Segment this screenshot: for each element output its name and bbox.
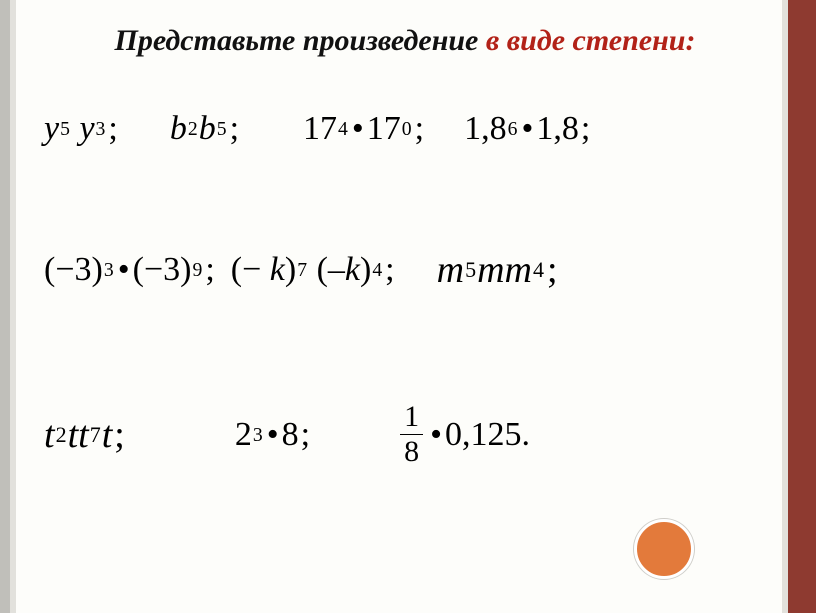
expr-17-4-17-0: 174•170; (303, 110, 424, 148)
expr-2-3-8: 23•8; (235, 416, 310, 454)
title-plain: Представьте произведение (115, 24, 486, 57)
title-colon: : (685, 24, 695, 57)
expression-row-1: y5 y3; b2b5; 174•170; 1,86•1,8; (40, 110, 770, 148)
expr-y5y3: y5 y3; (44, 110, 118, 148)
expr-m5mm4: m5mm4; (437, 248, 558, 292)
expr-1-8-0-125: 1 8 •0,125. (400, 400, 530, 469)
expr-negk-7-negk-4: (− k)7 (–k)4; (231, 251, 395, 289)
title-accent: в виде степени (486, 24, 686, 57)
expression-row-2: (−3)3•(−3)9; (− k)7 (–k)4; m5mm4; (40, 248, 770, 292)
slide-content: Представьте произведение в виде степени:… (40, 0, 770, 613)
expr-neg3-3-neg3-9: (−3)3•(−3)9; (44, 251, 215, 289)
expr-1-8-6-1-8: 1,86•1,8; (464, 110, 590, 148)
expression-row-3: t2tt7t; 23•8; 1 8 •0,125. (40, 400, 770, 469)
left-border (0, 0, 18, 613)
fraction-1-8: 1 8 (400, 400, 423, 469)
expr-b2b5: b2b5; (170, 110, 239, 148)
slide-title: Представьте произведение в виде степени: (40, 24, 770, 58)
right-border (780, 0, 816, 613)
expr-t2tt7t: t2tt7t; (44, 413, 125, 457)
decorative-circle-icon (634, 519, 694, 579)
